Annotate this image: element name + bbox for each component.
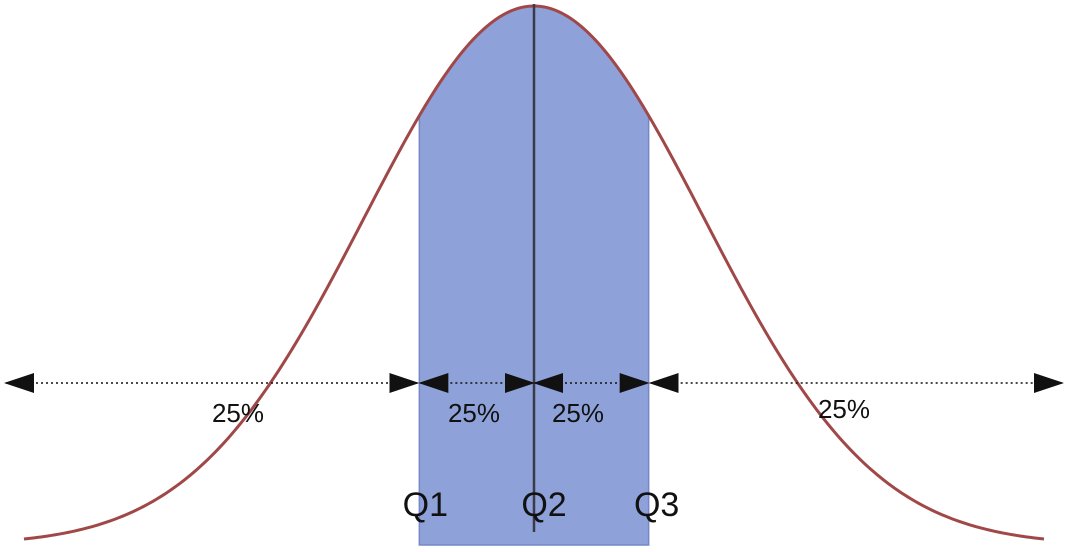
segment-label-4: 25%	[818, 394, 870, 424]
segment-label-2: 25%	[448, 398, 500, 428]
quartile-label-q3: Q3	[634, 486, 679, 524]
segment-label-1: 25%	[212, 398, 264, 428]
segment-label-3: 25%	[552, 398, 604, 428]
quartile-label-q2: Q2	[521, 486, 566, 524]
quartile-label-q1: Q1	[403, 486, 448, 524]
